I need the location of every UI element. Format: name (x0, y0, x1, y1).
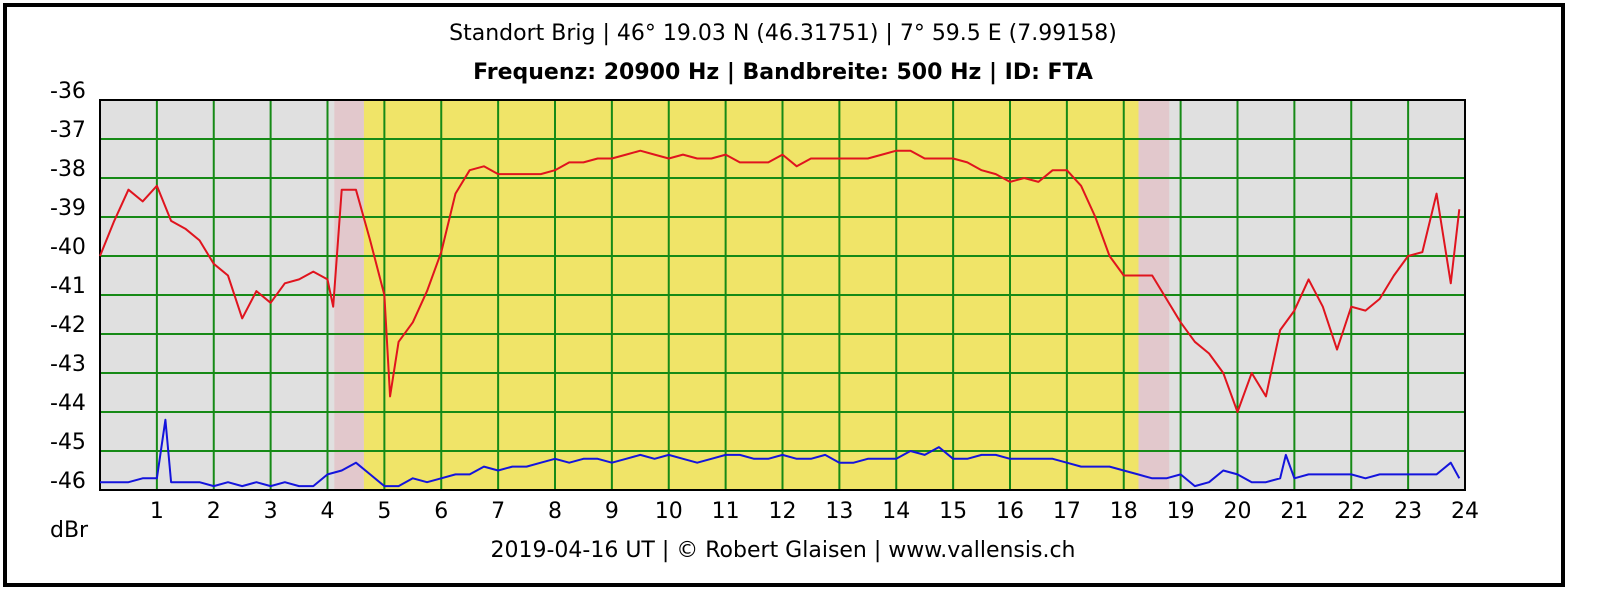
x-tick-label: 1 (150, 499, 164, 524)
x-tick-label: 22 (1337, 499, 1365, 524)
y-tick-label: -36 (50, 79, 86, 104)
x-tick-label: 20 (1224, 499, 1252, 524)
x-tick-label: 6 (434, 499, 448, 524)
y-tick-label: -44 (50, 391, 86, 416)
x-tick-label: 5 (377, 499, 391, 524)
line (99, 149, 1461, 413)
y-tick-label: -39 (50, 196, 86, 221)
plot-border (99, 99, 1466, 491)
footer: 2019-04-16 UT | © Robert Glaisen | www.v… (490, 538, 1075, 563)
y-axis-label: dBr (50, 518, 89, 543)
x-tick-label: 9 (605, 499, 619, 524)
y-tick-label: -37 (50, 118, 86, 143)
chart-title: Standort Brig | 46° 19.03 N (46.31751) |… (449, 21, 1117, 46)
x-tick-label: 21 (1280, 499, 1308, 524)
x-tick-label: 15 (939, 499, 967, 524)
chart-subtitle: Frequenz: 20900 Hz | Bandbreite: 500 Hz … (473, 60, 1093, 85)
x-tick-label: 16 (996, 499, 1024, 524)
x-tick-label: 23 (1394, 499, 1422, 524)
y-tick-label: -46 (50, 469, 86, 494)
x-tick-label: 7 (491, 499, 505, 524)
x-tick-label: 18 (1110, 499, 1138, 524)
x-tick-label: 4 (321, 499, 335, 524)
y-tick-label: -41 (50, 274, 86, 299)
y-tick-label: -43 (50, 352, 86, 377)
line (100, 418, 1461, 488)
y-tick-label: -42 (50, 313, 86, 338)
x-tick-label: 19 (1167, 499, 1195, 524)
x-tick-label: 17 (1053, 499, 1081, 524)
x-tick-label: 12 (769, 499, 797, 524)
x-tick-label: 13 (825, 499, 853, 524)
y-tick-label: -40 (50, 235, 86, 260)
x-tick-label: 8 (548, 499, 562, 524)
y-tick-label: -45 (50, 430, 86, 455)
y-tick-label: -38 (50, 157, 86, 182)
x-tick-label: 11 (712, 499, 740, 524)
x-tick-label: 14 (882, 499, 910, 524)
x-tick-label: 3 (264, 499, 278, 524)
x-tick-label: 24 (1451, 499, 1479, 524)
x-tick-label: 2 (207, 499, 221, 524)
x-tick-label: 10 (655, 499, 683, 524)
